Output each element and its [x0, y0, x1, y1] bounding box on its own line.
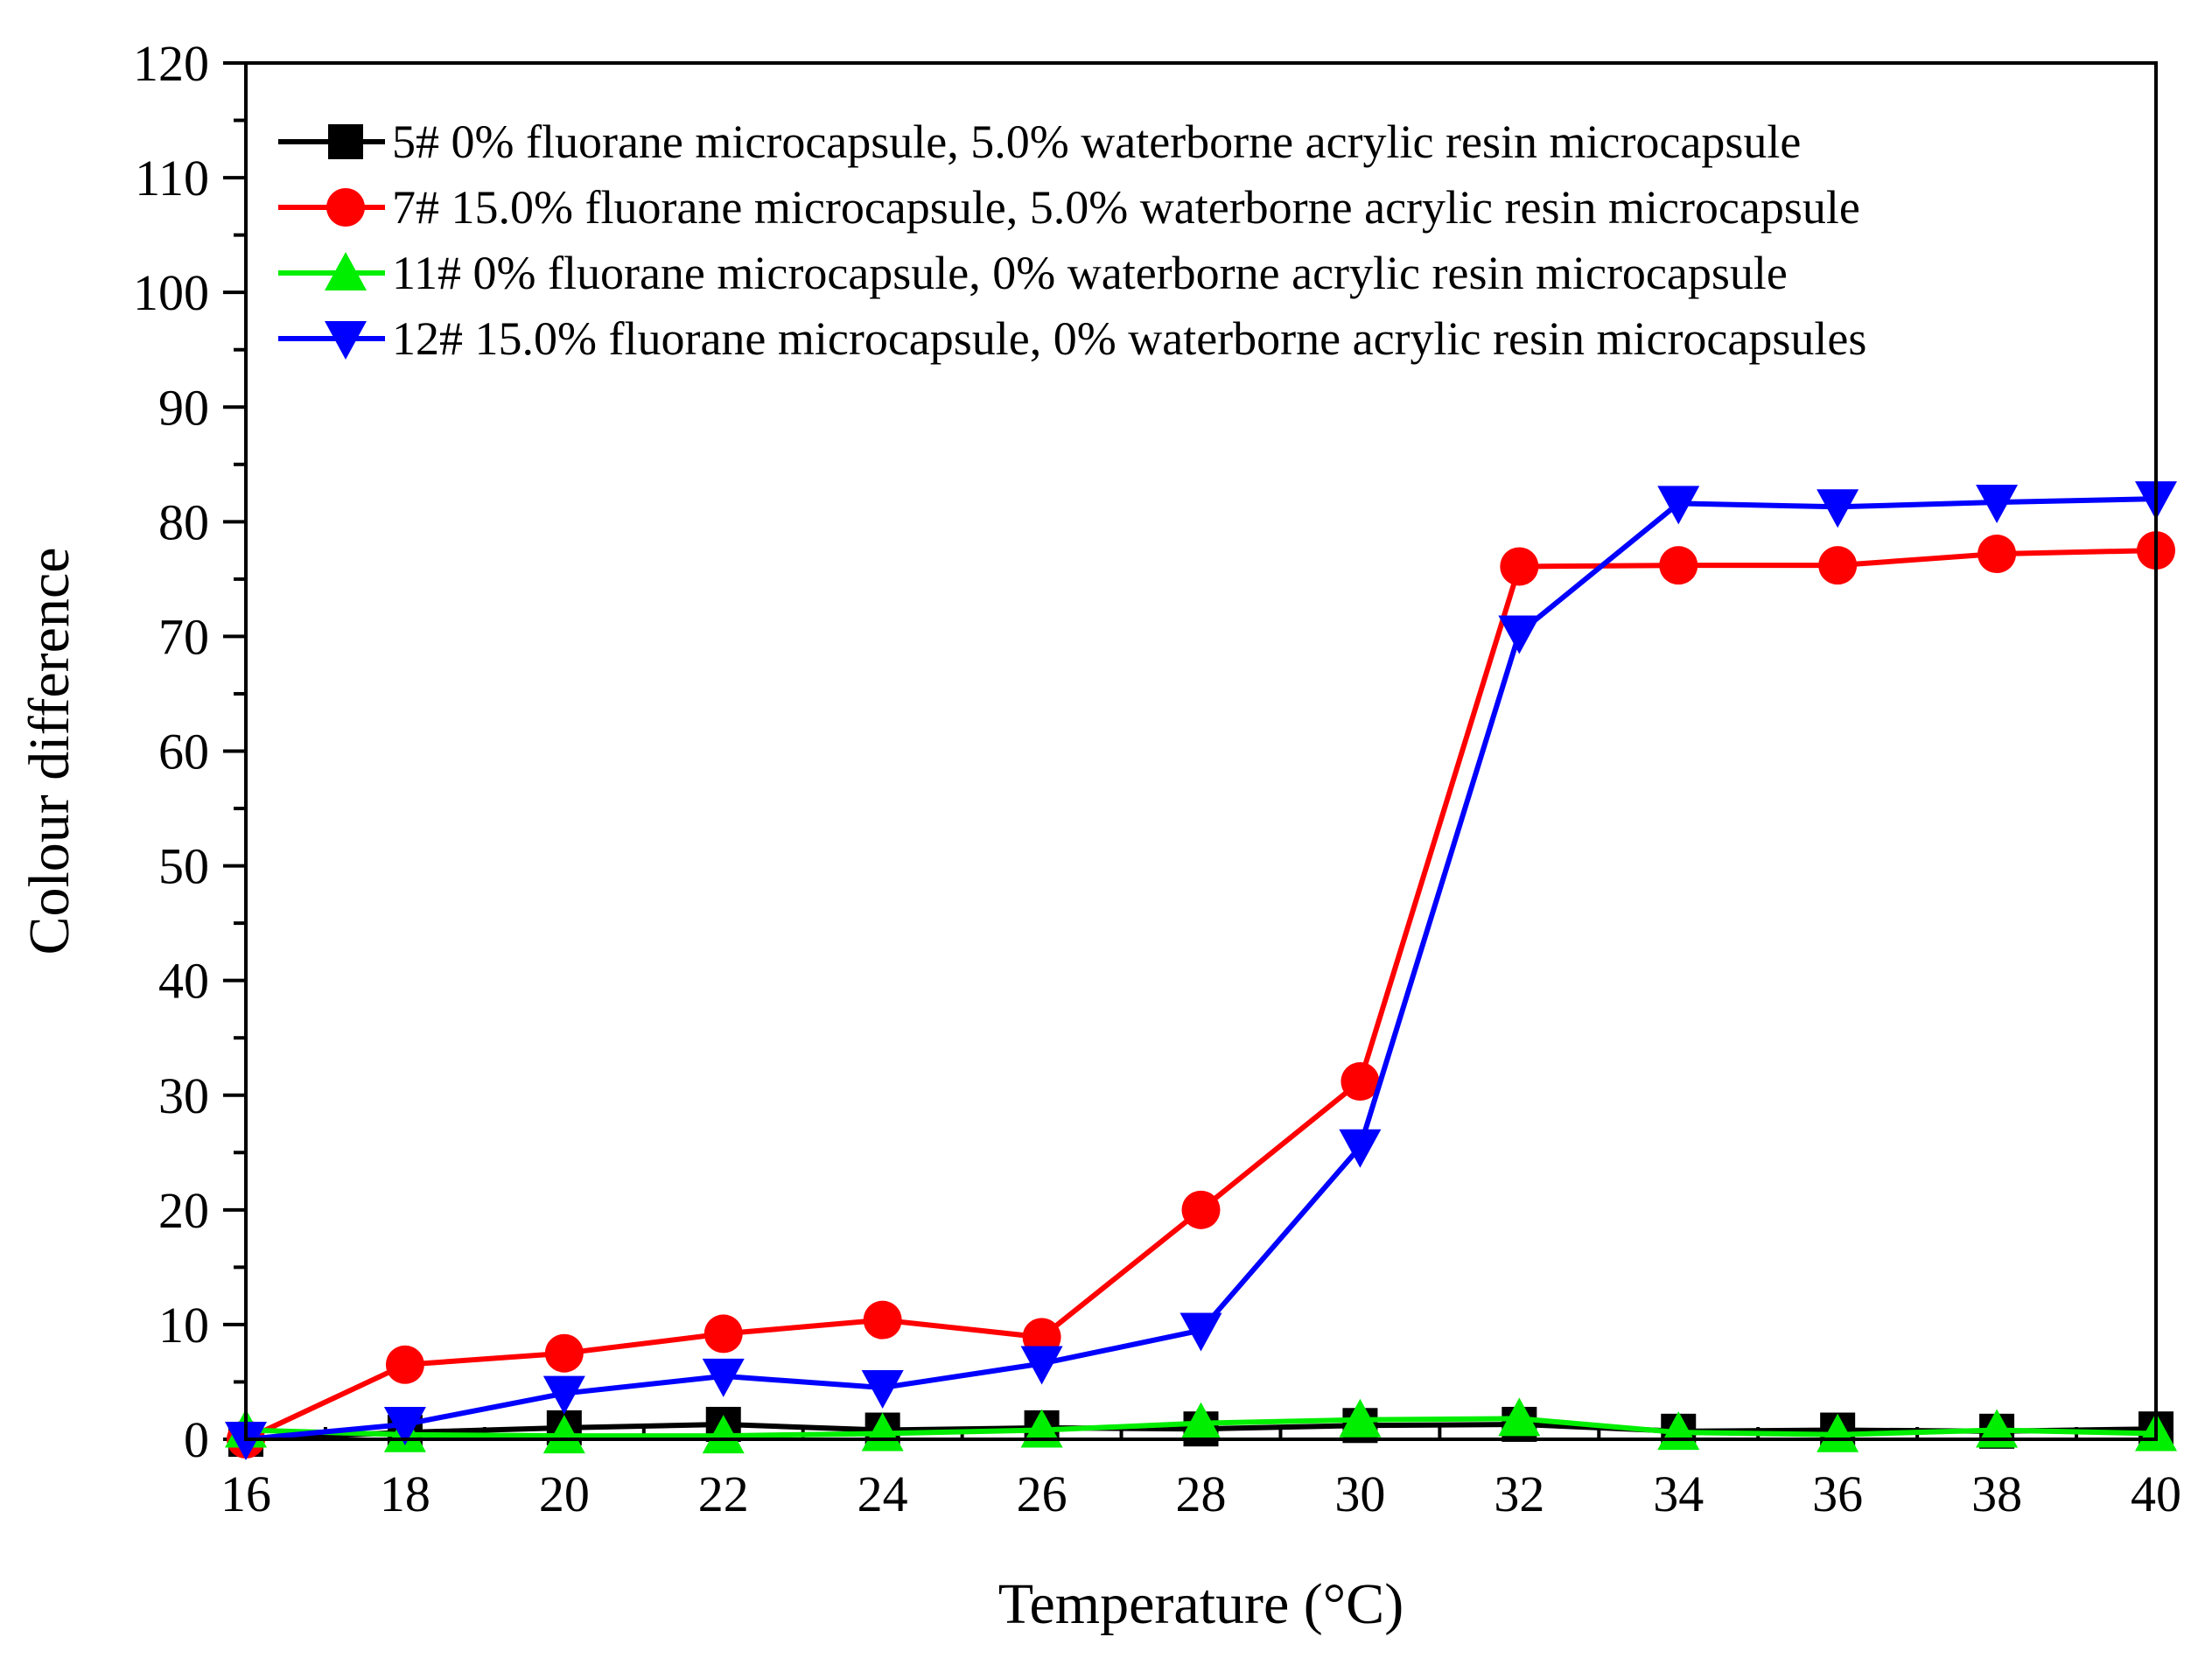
y-tick-label: 120 — [133, 35, 209, 92]
legend-label: 7# 15.0% fluorane microcapsule, 5.0% wat… — [392, 181, 1860, 234]
x-tick-label: 24 — [858, 1466, 908, 1522]
y-tick-label: 70 — [158, 608, 209, 665]
x-tick-label: 40 — [2131, 1466, 2181, 1522]
y-tick-label: 0 — [184, 1411, 209, 1468]
data-point — [702, 1415, 745, 1454]
x-tick-label: 38 — [1971, 1466, 2022, 1522]
data-point — [1978, 535, 2017, 574]
data-point — [1180, 1402, 1222, 1441]
data-point — [1816, 489, 1859, 528]
data-point — [1500, 547, 1539, 586]
x-tick-label: 28 — [1176, 1466, 1227, 1522]
x-tick-label: 36 — [1812, 1466, 1863, 1522]
x-tick-label: 30 — [1334, 1466, 1385, 1522]
x-tick-label: 34 — [1653, 1466, 1704, 1522]
series-1 — [227, 531, 2175, 1459]
y-tick-label: 110 — [135, 150, 209, 206]
data-point — [1498, 1397, 1541, 1437]
data-point — [863, 1300, 902, 1340]
data-point — [704, 1314, 743, 1354]
y-tick-label: 10 — [158, 1297, 209, 1354]
legend-label: 5# 0% fluorane microcapsule, 5.0% waterb… — [392, 115, 1801, 168]
x-tick-label: 32 — [1494, 1466, 1544, 1522]
x-tick-label: 20 — [539, 1466, 590, 1522]
legend-marker — [325, 321, 367, 360]
legend-item: 5# 0% fluorane microcapsule, 5.0% waterb… — [278, 115, 1801, 168]
data-point — [861, 1370, 904, 1410]
data-point — [383, 1406, 426, 1445]
tick-labels: 16 18 20 22 24 26 28 30 32 34 36 38 40 0 10 20 30 40 50 60 7… — [133, 35, 2181, 1522]
data-point — [1976, 485, 2019, 524]
x-axis-title: Temperature (°C) — [998, 1572, 1404, 1636]
data-point — [702, 1358, 745, 1397]
data-point — [1818, 546, 1858, 585]
data-point — [542, 1415, 585, 1454]
y-tick-label: 100 — [133, 264, 209, 321]
y-tick-label: 30 — [158, 1067, 209, 1124]
x-tick-label: 18 — [380, 1466, 430, 1522]
legend-item: 12# 15.0% fluorane microcapsule, 0% wate… — [278, 312, 1866, 365]
legend-label: 11# 0% fluorane microcapsule, 0% waterbo… — [392, 247, 1788, 299]
legend-marker — [326, 188, 365, 227]
y-tick-label: 60 — [158, 724, 209, 780]
y-tick-label: 50 — [158, 838, 209, 895]
legend-item: 7# 15.0% fluorane microcapsule, 5.0% wat… — [278, 181, 1860, 234]
data-point — [1659, 546, 1698, 585]
data-point — [1657, 486, 1700, 525]
data-point — [542, 1375, 585, 1415]
x-tick-label: 22 — [698, 1466, 749, 1522]
data-point — [1020, 1346, 1063, 1385]
legend-marker — [325, 252, 367, 290]
series-3 — [225, 481, 2177, 1460]
y-tick-label: 90 — [158, 379, 209, 436]
data-series — [225, 481, 2177, 1460]
y-tick-label: 40 — [158, 953, 209, 1010]
data-point — [1339, 1398, 1382, 1438]
legend-item: 11# 0% fluorane microcapsule, 0% waterbo… — [278, 247, 1788, 299]
x-tick-label: 16 — [220, 1466, 271, 1522]
y-axis-title: Colour difference — [18, 547, 81, 955]
data-point — [1181, 1190, 1221, 1229]
plot-frame — [244, 61, 2158, 1441]
legend-marker — [328, 124, 363, 159]
data-point — [1339, 1129, 1382, 1168]
data-point — [1816, 1413, 1859, 1452]
y-tick-label: 80 — [158, 493, 209, 550]
data-point — [544, 1333, 584, 1373]
data-point — [1180, 1312, 1222, 1352]
data-point — [1498, 615, 1541, 654]
x-tick-label: 26 — [1017, 1466, 1068, 1522]
legend: 5# 0% fluorane microcapsule, 5.0% waterb… — [278, 115, 1866, 365]
data-point — [1340, 1062, 1380, 1102]
data-point — [861, 1412, 904, 1452]
data-point — [385, 1345, 424, 1384]
legend-label: 12# 15.0% fluorane microcapsule, 0% wate… — [392, 312, 1866, 365]
y-tick-label: 20 — [158, 1182, 209, 1239]
